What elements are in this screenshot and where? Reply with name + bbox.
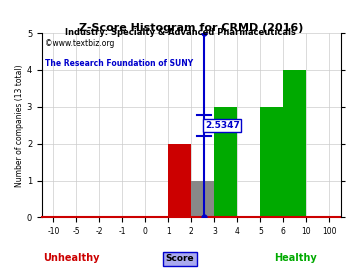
Text: Unhealthy: Unhealthy <box>43 253 100 263</box>
Text: ©www.textbiz.org: ©www.textbiz.org <box>45 39 114 48</box>
Y-axis label: Number of companies (13 total): Number of companies (13 total) <box>15 64 24 187</box>
Bar <box>214 107 237 217</box>
Bar <box>260 107 283 217</box>
Text: Industry: Specialty & Advanced Pharmaceuticals: Industry: Specialty & Advanced Pharmaceu… <box>64 28 296 37</box>
Text: The Research Foundation of SUNY: The Research Foundation of SUNY <box>45 59 193 68</box>
Text: Healthy: Healthy <box>274 253 317 263</box>
Text: 2.5347: 2.5347 <box>205 121 240 130</box>
Bar <box>192 181 214 217</box>
Bar <box>283 70 306 217</box>
Text: Score: Score <box>166 254 194 263</box>
Bar <box>168 144 192 217</box>
Title: Z-Score Histogram for CRMD (2016): Z-Score Histogram for CRMD (2016) <box>79 23 303 33</box>
